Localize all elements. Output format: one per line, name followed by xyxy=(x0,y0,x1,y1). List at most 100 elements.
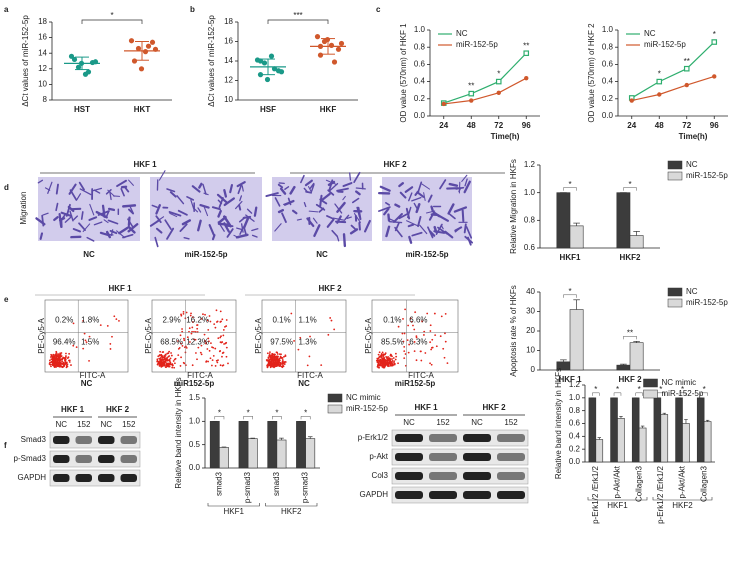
event xyxy=(421,320,423,323)
event xyxy=(184,364,187,367)
event xyxy=(189,314,192,317)
cell xyxy=(186,195,195,201)
y-tick-label: 16 xyxy=(38,33,47,42)
event xyxy=(401,332,404,335)
event xyxy=(378,356,381,358)
cell xyxy=(388,221,403,224)
event xyxy=(403,332,406,335)
significance-bracket xyxy=(243,416,253,420)
event xyxy=(180,356,182,359)
error-bar xyxy=(662,412,667,415)
legend-swatch xyxy=(667,171,683,181)
event xyxy=(109,343,112,345)
cell xyxy=(122,204,137,208)
event xyxy=(269,356,272,359)
event xyxy=(266,352,269,355)
cell xyxy=(155,227,163,234)
event xyxy=(281,363,284,366)
cell xyxy=(413,202,418,210)
cell xyxy=(416,191,425,198)
event xyxy=(61,360,64,363)
series-line xyxy=(443,52,527,104)
cell xyxy=(69,210,74,222)
event xyxy=(173,362,176,365)
bar xyxy=(569,309,584,371)
cell xyxy=(99,231,111,237)
event xyxy=(222,329,225,331)
cell xyxy=(356,206,361,218)
significance: * xyxy=(703,385,706,394)
annotation: ** xyxy=(523,41,529,50)
cell xyxy=(363,219,371,233)
event xyxy=(66,365,69,368)
point xyxy=(128,38,135,44)
annotation: * xyxy=(658,70,661,79)
event xyxy=(384,358,386,361)
lane-label: 152 xyxy=(436,418,450,427)
band xyxy=(395,491,423,499)
y-tick-label: 0.8 xyxy=(414,42,426,51)
cell xyxy=(336,201,346,213)
event xyxy=(209,357,212,360)
cell xyxy=(223,189,228,198)
cell xyxy=(127,218,134,228)
cell xyxy=(151,204,158,208)
legend-swatch xyxy=(643,378,658,388)
event xyxy=(50,365,52,368)
event xyxy=(403,357,406,360)
band xyxy=(120,474,137,482)
panel-label: f xyxy=(4,441,7,450)
event xyxy=(160,355,163,358)
event xyxy=(394,358,397,361)
event xyxy=(221,355,223,358)
event xyxy=(269,359,271,361)
event xyxy=(397,362,399,365)
bar xyxy=(296,421,306,469)
bar xyxy=(588,397,597,463)
quadrant-value: 96.4% xyxy=(53,338,76,347)
significance: ** xyxy=(627,328,633,337)
y-tick-label: 0.2 xyxy=(602,94,614,103)
event xyxy=(430,346,433,349)
event xyxy=(219,321,222,323)
cell xyxy=(103,219,109,224)
y-tick-label: 12 xyxy=(224,76,233,85)
significance-bracket xyxy=(623,336,637,340)
event xyxy=(75,346,78,349)
event xyxy=(215,321,218,323)
event xyxy=(163,356,166,358)
legend-label: NC mimic xyxy=(662,378,697,387)
cell xyxy=(449,213,456,220)
y-tick-label: 0.5 xyxy=(189,440,201,449)
band xyxy=(429,434,457,442)
cell xyxy=(72,228,82,233)
event xyxy=(430,363,433,366)
event xyxy=(270,363,272,366)
event xyxy=(209,320,212,323)
quadrant-value: 0.2% xyxy=(55,316,73,325)
band xyxy=(120,436,137,444)
y-axis-label: Relative Migration in HKFs xyxy=(509,159,518,254)
x-tick-label: HKF 1 xyxy=(558,375,582,384)
cell xyxy=(405,207,411,220)
event xyxy=(278,353,281,356)
cell xyxy=(283,199,295,206)
event xyxy=(180,342,182,345)
row-label: p-Akt xyxy=(369,452,388,461)
y-axis-label: ΔCt values of miR-152-5p xyxy=(21,15,30,107)
event xyxy=(60,352,63,354)
event xyxy=(439,335,442,338)
cell xyxy=(105,189,112,195)
event xyxy=(202,313,204,316)
significance-bracket xyxy=(563,187,577,191)
event xyxy=(82,347,85,350)
axis-label: PE-Cy5-A xyxy=(364,318,373,354)
legend-label: NC xyxy=(686,287,698,296)
cell xyxy=(437,226,448,235)
sd-bar xyxy=(75,56,89,71)
event xyxy=(273,365,276,368)
point xyxy=(257,72,264,78)
x-tick-label: 24 xyxy=(439,121,448,130)
cell xyxy=(169,191,177,198)
cell xyxy=(168,211,182,217)
